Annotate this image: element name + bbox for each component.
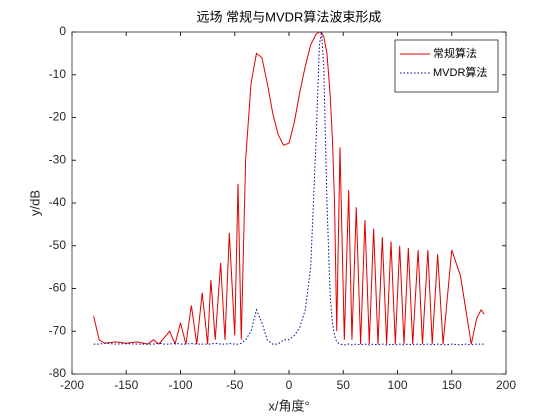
x-tick-label: 0 <box>286 378 293 392</box>
y-tick-label: -60 <box>49 281 67 295</box>
y-tick-label: -50 <box>49 238 67 252</box>
y-tick-label: -30 <box>49 152 67 166</box>
series-line <box>93 31 485 346</box>
y-tick-label: -40 <box>49 195 67 209</box>
x-tick-label: -100 <box>168 378 192 392</box>
legend-label: MVDR算法 <box>433 65 487 79</box>
x-tick-label: 150 <box>442 378 462 392</box>
y-tick-label: -80 <box>49 366 67 380</box>
x-tick-label: -50 <box>226 378 244 392</box>
y-tick-label: 0 <box>59 24 66 38</box>
y-tick-label: -20 <box>49 110 67 124</box>
y-tick-label: -70 <box>49 323 67 337</box>
y-tick-label: -10 <box>49 67 67 81</box>
x-tick-label: 50 <box>337 378 351 392</box>
series-line <box>93 31 485 346</box>
x-tick-label: 200 <box>496 378 516 392</box>
chart-title: 远场 常规与MVDR算法波束形成 <box>197 9 382 24</box>
x-tick-label: -200 <box>60 378 84 392</box>
axes-box <box>71 31 507 375</box>
x-tick-label: -150 <box>114 378 138 392</box>
y-axis-label: y/dB <box>27 190 42 216</box>
x-tick-label: 100 <box>387 378 407 392</box>
x-axis-label: x/角度° <box>268 398 309 413</box>
legend-label: 常规算法 <box>433 46 477 60</box>
legend-box <box>394 39 499 93</box>
